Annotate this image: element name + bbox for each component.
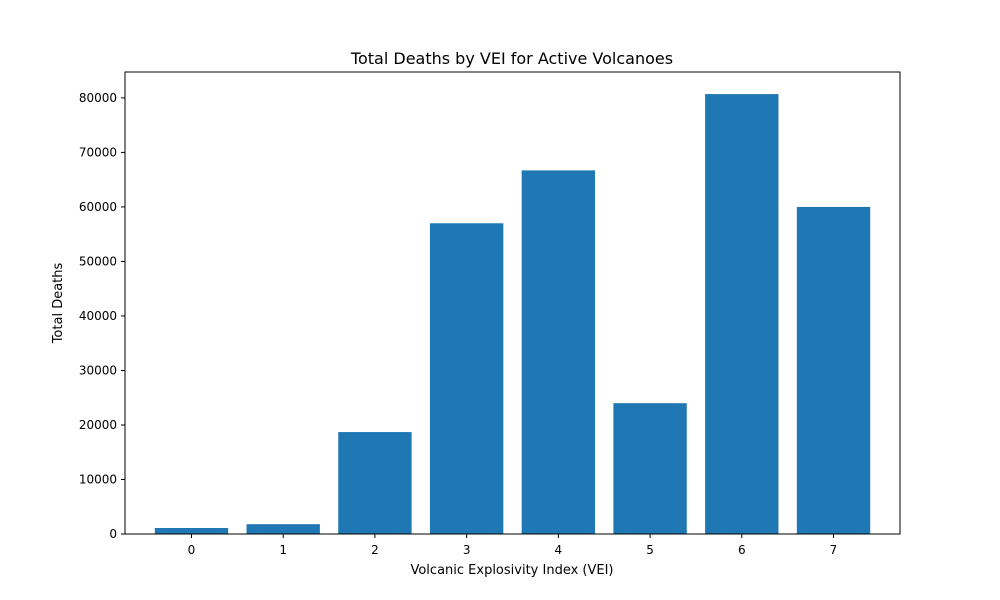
x-tick-label: 5 (646, 543, 654, 557)
x-tick-label: 0 (188, 543, 196, 557)
bar-vei-6 (705, 94, 779, 534)
chart-title: Total Deaths by VEI for Active Volcanoes (350, 49, 673, 68)
bar-vei-2 (338, 432, 412, 534)
bar-vei-7 (796, 206, 871, 534)
x-tick-label: 7 (830, 543, 838, 557)
bar-vei-4 (521, 170, 596, 534)
bar-vei-1 (246, 524, 320, 534)
x-tick-label: 2 (371, 543, 379, 557)
y-tick-label: 60000 (79, 200, 117, 214)
y-tick-label: 40000 (79, 309, 117, 323)
y-tick-label: 0 (109, 527, 117, 541)
x-tick-label: 4 (555, 543, 563, 557)
y-tick-label: 50000 (79, 254, 117, 268)
x-axis-label: Volcanic Explosivity Index (VEI) (410, 563, 613, 578)
y-tick-label: 10000 (79, 472, 117, 486)
plot-frame (124, 71, 901, 535)
bar-vei-3 (429, 223, 504, 534)
bar-vei-0 (154, 528, 229, 534)
y-tick-label: 30000 (79, 363, 117, 377)
y-tick-label: 70000 (79, 145, 117, 159)
x-tick-label: 3 (463, 543, 471, 557)
y-axis-ticks: 0 10000 20000 30000 40000 50000 60000 70000 8000… (79, 91, 125, 541)
y-tick-label: 20000 (79, 418, 117, 432)
y-tick-label: 80000 (79, 91, 117, 105)
x-tick-label: 6 (738, 543, 746, 557)
y-axis-label: Total Deaths (51, 262, 66, 344)
bar-vei-5 (613, 403, 687, 534)
bars-group (154, 94, 871, 534)
x-tick-label: 1 (279, 543, 287, 557)
x-axis-ticks: 0 1 2 3 4 5 6 7 (188, 534, 838, 557)
